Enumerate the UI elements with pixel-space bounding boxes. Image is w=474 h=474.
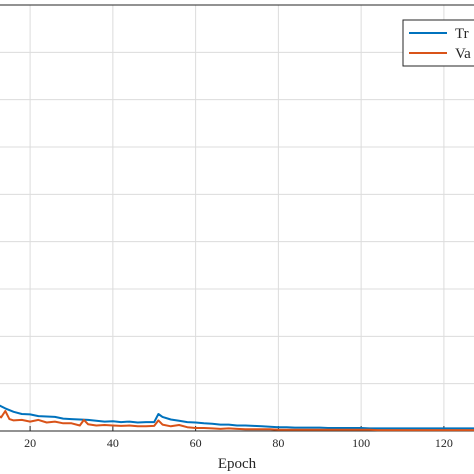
legend-label: Va <box>455 46 471 62</box>
x-tick-label: 40 <box>107 436 119 450</box>
plot-area-frame <box>0 4 474 432</box>
x-tick-label: 120 <box>435 436 453 450</box>
x-tick-label: 80 <box>272 436 284 450</box>
x-tick-label: 20 <box>24 436 36 450</box>
grid-lines <box>0 5 474 431</box>
series-line-1 <box>0 404 474 430</box>
x-tick-label: 100 <box>352 436 370 450</box>
legend-label: Tr <box>455 26 469 42</box>
series-line-2 <box>0 410 474 432</box>
legend: Tr Va <box>402 19 474 67</box>
legend-box <box>402 19 474 67</box>
x-axis-label: Epoch <box>218 456 257 472</box>
x-tick-label: 60 <box>190 436 202 450</box>
series-lines <box>0 404 474 432</box>
